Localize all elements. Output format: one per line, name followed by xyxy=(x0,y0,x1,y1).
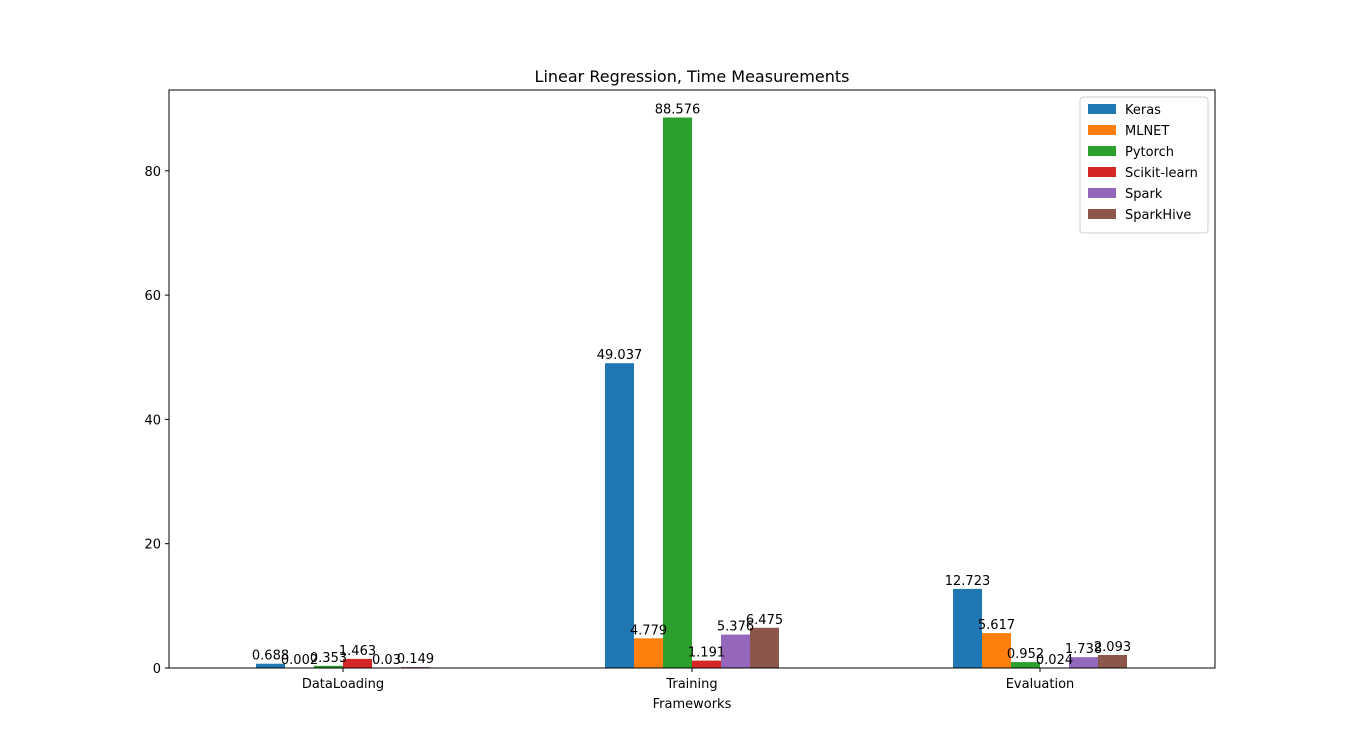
data-label: 5.617 xyxy=(978,618,1015,633)
data-label: 1.738 xyxy=(1065,642,1102,657)
data-label: 4.779 xyxy=(630,623,667,638)
plot-area: 0.688 49.037 12.723 0.002 4.779 5.617 0.353 88.… xyxy=(252,102,1131,668)
data-label: 0.03 xyxy=(372,653,401,668)
legend-swatch xyxy=(1088,167,1116,177)
data-label: 0.688 xyxy=(252,649,289,664)
x-tick-label: Training xyxy=(665,677,717,692)
data-label: 0.024 xyxy=(1036,653,1073,668)
legend-entry: Spark xyxy=(1125,187,1163,202)
data-label: 49.037 xyxy=(597,348,643,363)
bar-spark-training xyxy=(721,634,750,668)
bar-mlnet-evaluation xyxy=(982,633,1011,668)
legend-entry: Scikit-learn xyxy=(1125,166,1198,181)
legend-swatch xyxy=(1088,104,1116,114)
bar-sparkhive-evaluation xyxy=(1098,654,1127,668)
y-axis: 0 20 40 60 80 xyxy=(144,165,169,677)
bar-sparkhive-training xyxy=(750,627,779,668)
bar-keras-evaluation xyxy=(953,588,982,668)
bar-keras-dataloading xyxy=(256,663,285,668)
legend-entry: SparkHive xyxy=(1125,208,1191,223)
legend-swatch xyxy=(1088,146,1116,156)
data-label: 0.149 xyxy=(397,652,434,667)
y-tick-label: 60 xyxy=(144,289,161,304)
y-tick-label: 0 xyxy=(153,662,161,677)
y-tick-label: 80 xyxy=(144,165,161,180)
bar-pytorch-dataloading xyxy=(314,665,343,668)
data-label: 88.576 xyxy=(655,102,701,117)
legend: Keras MLNET Pytorch Scikit-learn Spark SparkH… xyxy=(1079,96,1209,234)
x-axis-label: Frameworks xyxy=(653,697,732,712)
data-label: 2.093 xyxy=(1094,640,1131,655)
legend-entry: Pytorch xyxy=(1125,145,1174,160)
legend-swatch xyxy=(1088,209,1116,219)
data-label: 6.475 xyxy=(746,613,783,628)
bar-spark-evaluation xyxy=(1069,657,1098,668)
y-tick-label: 20 xyxy=(144,538,161,553)
data-label: 0.002 xyxy=(281,653,318,668)
data-label: 1.191 xyxy=(688,646,725,661)
legend-entry: MLNET xyxy=(1125,124,1169,139)
y-tick-label: 40 xyxy=(144,413,161,428)
data-label: 0.353 xyxy=(310,651,347,666)
data-label: 5.376 xyxy=(717,620,754,635)
data-label: 0.952 xyxy=(1007,647,1044,662)
bar-keras-training xyxy=(605,363,634,668)
legend-swatch xyxy=(1088,188,1116,198)
x-tick-label: Evaluation xyxy=(1006,677,1075,692)
chart-title: Linear Regression, Time Measurements xyxy=(535,67,850,86)
bar-scikit-learn-dataloading xyxy=(343,658,372,668)
bar-scikit-learn-training xyxy=(692,660,721,668)
bar-mlnet-training xyxy=(634,638,663,668)
data-label: 1.463 xyxy=(339,644,376,659)
x-tick-label: DataLoading xyxy=(302,677,384,692)
bar-pytorch-evaluation xyxy=(1011,662,1040,668)
legend-entry: Keras xyxy=(1125,103,1161,118)
legend-swatch xyxy=(1088,125,1116,135)
data-label: 12.723 xyxy=(945,574,991,589)
x-axis: DataLoading Training Evaluation xyxy=(302,668,1074,692)
bar-pytorch-training xyxy=(663,117,692,668)
